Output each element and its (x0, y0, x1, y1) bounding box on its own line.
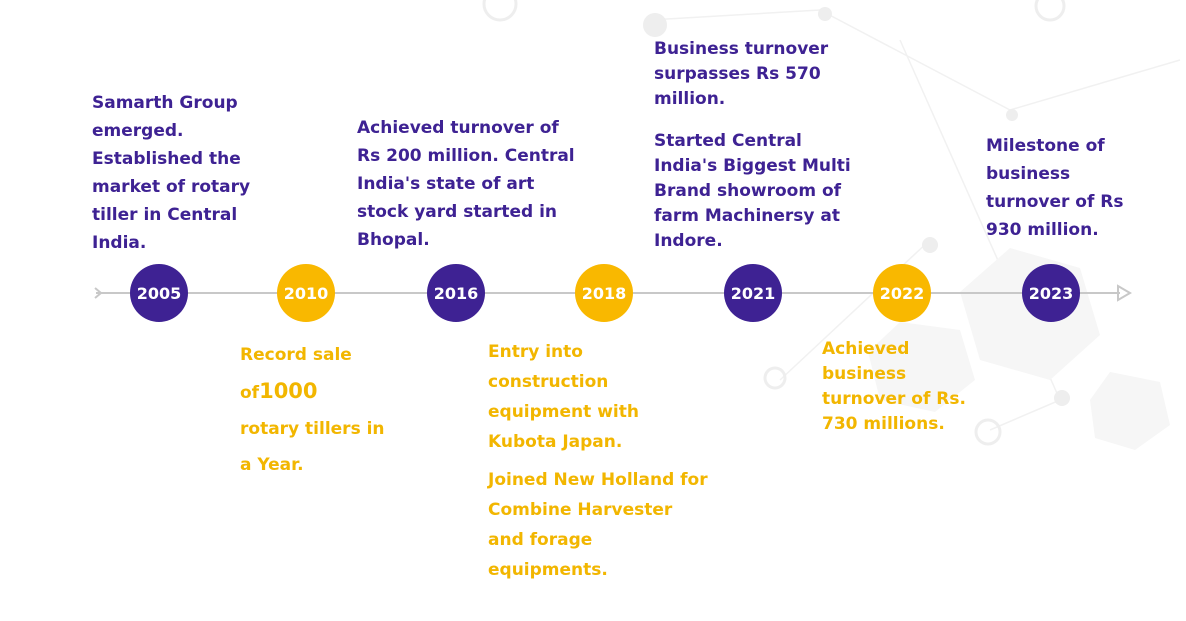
year-node-2018: 2018 (575, 264, 633, 322)
milestone-text-2023: Milestone of business turnover of Rs 930… (986, 132, 1136, 244)
milestone-text-2016: Achieved turnover of Rs 200 million. Cen… (357, 114, 577, 254)
milestone-text-2022: Achieved business turnover of Rs. 730 mi… (822, 337, 982, 437)
milestone-text-2021: Business turnover surpasses Rs 570 milli… (654, 37, 869, 254)
milestone-line: Achieved turnover of Rs 200 million. Cen… (357, 118, 575, 250)
milestone-text-2010: Record sale of1000 rotary tillers in a Y… (240, 337, 390, 483)
year-node-2023: 2023 (1022, 264, 1080, 322)
record-number-line: of1000 (240, 373, 390, 411)
record-number: 1000 (259, 379, 318, 403)
milestone-text-2005: Samarth Group emerged. Established the m… (92, 89, 272, 257)
year-label: 2023 (1028, 283, 1074, 303)
year-node-2010: 2010 (277, 264, 335, 322)
milestone-line: Entry into construction equipment with K… (488, 342, 639, 452)
year-node-2022: 2022 (873, 264, 931, 322)
milestone-line: Business turnover surpasses Rs 570 milli… (654, 39, 829, 109)
year-label: 2021 (730, 283, 776, 303)
year-label: 2022 (879, 283, 925, 303)
year-label: 2018 (581, 283, 627, 303)
milestone-line: Milestone of business turnover of Rs 930… (986, 136, 1124, 240)
record-of: of (240, 383, 260, 403)
year-label: 2016 (433, 283, 479, 303)
timeline-start-chevron (94, 287, 103, 299)
year-node-2005: 2005 (130, 264, 188, 322)
year-node-2016: 2016 (427, 264, 485, 322)
milestone-line: Achieved business turnover of Rs. 730 mi… (822, 339, 966, 434)
milestone-line: Started Central India's Biggest Multi Br… (654, 131, 851, 251)
milestone-line: Joined New Holland for Combine Harvester… (488, 470, 708, 580)
milestone-line: Samarth Group emerged. Established the m… (92, 93, 251, 253)
record-before: Record sale (240, 345, 352, 365)
year-label: 2005 (136, 283, 182, 303)
timeline-end-arrow-icon (1117, 284, 1132, 302)
year-node-2021: 2021 (724, 264, 782, 322)
record-after: rotary tillers in a Year. (240, 419, 385, 475)
year-label: 2010 (283, 283, 329, 303)
milestone-text-2018: Entry into construction equipment with K… (488, 337, 708, 585)
